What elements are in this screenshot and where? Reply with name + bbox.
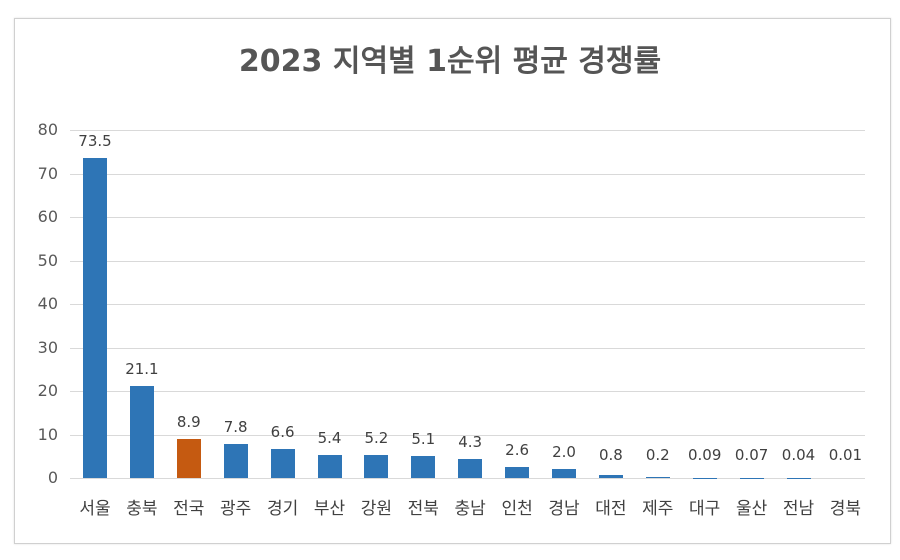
data-label: 21.1: [125, 360, 159, 379]
bar-10: [552, 469, 576, 478]
y-tick-label: 10: [37, 424, 58, 444]
x-category-label: 인천: [501, 499, 533, 519]
bar-6: [364, 455, 389, 478]
gridline: [70, 391, 865, 392]
data-label: 0.07: [734, 446, 769, 464]
x-category-label: 울산: [735, 499, 768, 519]
data-label: 0.04: [781, 446, 816, 464]
data-label: 5.2: [364, 429, 389, 448]
x-category-label: 부산: [313, 499, 346, 519]
data-label: 0.2: [645, 446, 670, 464]
x-category-label: 충남: [454, 499, 486, 519]
bar-0: [83, 158, 107, 478]
y-tick-label: 50: [37, 250, 58, 270]
x-category-label: 서울: [79, 499, 111, 519]
data-label: 8.9: [176, 413, 201, 432]
data-label: 5.1: [411, 429, 436, 448]
y-tick-label: 70: [37, 163, 58, 183]
x-category-label: 경북: [829, 499, 862, 519]
bar-9: [505, 466, 530, 478]
x-category-label: 광주: [220, 499, 252, 519]
gridline: [70, 304, 865, 305]
y-tick-label: 60: [37, 207, 58, 226]
bar-5: [317, 454, 342, 478]
bar-2: [176, 439, 201, 478]
data-label: 6.6: [270, 423, 295, 442]
gridline: [70, 260, 865, 262]
data-label: 73.5: [78, 132, 112, 151]
data-label: 0.8: [598, 446, 623, 464]
y-tick-label: 0: [47, 468, 58, 487]
data-label: 7.8: [223, 418, 248, 437]
x-category-label: 전북: [407, 499, 439, 519]
x-category-label: 강원: [360, 499, 393, 519]
gridline: [70, 173, 865, 175]
x-category-label: 전남: [782, 499, 815, 519]
bar-3: [223, 444, 248, 478]
y-tick-label: 80: [37, 120, 58, 139]
gridline: [70, 478, 865, 479]
x-category-label: 충북: [126, 499, 158, 519]
y-tick-label: 40: [37, 294, 58, 313]
bar-11: [598, 474, 623, 478]
bar-4: [270, 449, 295, 478]
chart-frame: [14, 18, 891, 544]
data-label: 2.6: [505, 440, 530, 459]
x-category-label: 전국: [173, 499, 205, 519]
x-category-label: 경기: [266, 499, 299, 519]
y-tick-label: 30: [37, 337, 58, 357]
data-label: 2.0: [552, 443, 576, 462]
x-category-label: 대구: [689, 499, 721, 519]
x-category-label: 경남: [548, 499, 580, 519]
gridline: [70, 434, 865, 436]
gridline: [70, 347, 865, 349]
data-label: 0.01: [828, 446, 863, 464]
bar-7: [411, 455, 436, 478]
bar-8: [458, 459, 483, 478]
bar-1: [129, 386, 154, 478]
gridline: [70, 130, 865, 131]
data-label: 5.4: [317, 428, 342, 447]
y-tick-label: 20: [37, 381, 58, 400]
bar-12: [645, 477, 670, 478]
gridline: [70, 217, 865, 218]
data-label: 4.3: [458, 433, 483, 452]
x-category-label: 제주: [642, 499, 674, 519]
data-label: 0.09: [687, 446, 722, 464]
x-category-label: 대전: [595, 499, 627, 519]
chart-title: 2023 지역별 1순위 평균 경쟁률: [238, 44, 662, 79]
